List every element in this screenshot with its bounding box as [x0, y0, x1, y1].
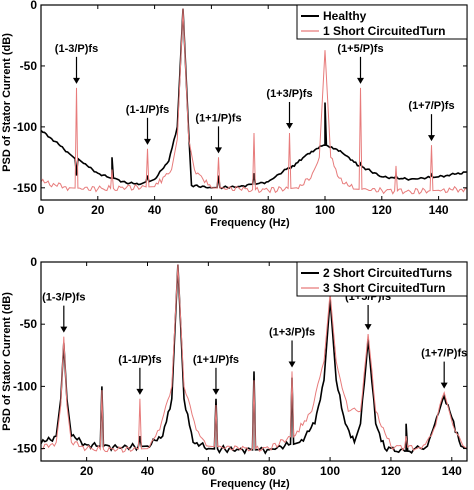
series-line-2 [41, 264, 467, 453]
x-tick-label: 40 [141, 464, 155, 478]
annotation-arrowhead [288, 361, 296, 368]
x-tick-label: 120 [381, 464, 401, 478]
x-tick-label: 60 [202, 464, 216, 478]
x-tick-label: 80 [263, 464, 277, 478]
x-tick-label: 0 [38, 203, 45, 217]
legend-entry: Healthy [323, 9, 367, 23]
chart-2: 20 40 60 80 100 120 140 0 -50 -100 -150 Frequency (… [1, 255, 468, 490]
x-tick-label: 140 [429, 203, 449, 217]
y-tick-label: -150 [13, 442, 37, 456]
chart-1: 0 20 40 60 80 100 120 140 0 -50 -100 -150 Frequency … [1, 0, 468, 229]
annotation-arrowhead [215, 147, 222, 154]
x-tick-label: 100 [320, 464, 340, 478]
x-tick-label: 20 [91, 203, 105, 217]
annotation-arrowhead [60, 326, 68, 333]
legend-entry: 2 Short CircuitedTurns [323, 266, 452, 280]
x-tick-label: 140 [442, 464, 462, 478]
annotation-label: (1+1/P)fs [195, 112, 241, 124]
x-tick-label: 60 [205, 203, 219, 217]
x-tick-label: 100 [315, 203, 335, 217]
annotation-arrowhead [212, 388, 220, 395]
annotation-label: (1+1/P)fs [193, 354, 239, 366]
y-tick-label: 0 [30, 255, 37, 269]
x-axis-label: Frequency (Hz) [210, 478, 290, 490]
annotation-label: (1-1/P)fs [118, 354, 161, 366]
x-tick-label: 40 [148, 203, 162, 217]
y-axis-label: PSD of Stator Current (dB) [1, 33, 13, 172]
x-axis-label: Frequency (Hz) [210, 217, 290, 229]
annotation-arrowhead [364, 324, 372, 331]
y-tick-label: 0 [30, 0, 37, 12]
annotation-arrowhead [286, 122, 293, 129]
annotation-label: (1-3/P)fs [55, 43, 98, 55]
annotation-label: (1+5/P)fs [337, 43, 383, 55]
annotation-arrowhead [136, 388, 144, 395]
annotation-label: (1-1/P)fs [126, 104, 169, 116]
legend-entry: 3 Short CircuitedTurn [323, 281, 445, 295]
plot-frame [40, 4, 468, 201]
annotation-arrowhead [440, 382, 448, 389]
legend-box [296, 261, 468, 297]
annotation-label: (1+7/P)fs [408, 100, 454, 112]
legend-box [296, 4, 468, 40]
y-tick-label: -100 [13, 379, 37, 393]
x-tick-label: 20 [80, 464, 94, 478]
y-tick-label: -100 [13, 120, 37, 134]
y-tick-label: -50 [20, 317, 38, 331]
annotation-label: (1+3/P)fs [269, 326, 315, 338]
annotation-arrowhead [144, 138, 151, 145]
annotation-label: (1+3/P)fs [266, 88, 312, 100]
annotation-label: (1+7/P)fs [421, 348, 467, 360]
series-line-2 [41, 8, 467, 195]
y-tick-label: -150 [13, 181, 37, 195]
series-line-1 [41, 264, 467, 455]
y-axis-label: PSD of Stator Current (dB) [1, 292, 13, 431]
y-tick-label: -50 [20, 59, 38, 73]
plot-frame [40, 261, 468, 462]
x-tick-label: 120 [372, 203, 392, 217]
annotation-label: (1-3/P)fs [42, 292, 85, 304]
legend-entry: 1 Short CircuitedTurn [323, 24, 445, 38]
annotation-arrowhead [428, 135, 435, 142]
annotation-arrowhead [357, 77, 364, 84]
annotation-arrowhead [73, 77, 80, 84]
x-tick-label: 80 [262, 203, 276, 217]
